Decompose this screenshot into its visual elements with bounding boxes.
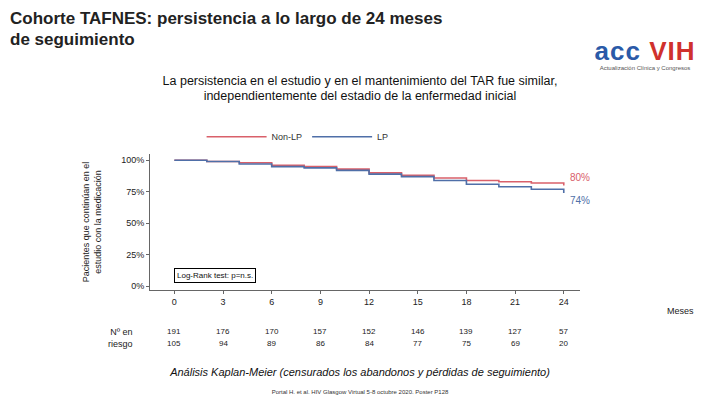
svg-text:170: 170 <box>265 327 279 336</box>
svg-text:86: 86 <box>316 339 325 348</box>
svg-text:3: 3 <box>221 297 226 307</box>
svg-text:9: 9 <box>318 297 323 307</box>
svg-text:74%: 74% <box>570 195 590 206</box>
html-text:acc VIH: acc VIH <box>594 36 696 66</box>
svg-text:84: 84 <box>365 339 374 348</box>
svg-text:Log-Rank test: p=n.s.: Log-Rank test: p=n.s. <box>177 271 253 280</box>
svg-text:146: 146 <box>411 327 425 336</box>
svg-text:0: 0 <box>172 297 177 307</box>
svg-text:80%: 80% <box>570 172 590 183</box>
html-text:Actualización Clínica y Congre: Actualización Clínica y Congresos <box>599 65 691 71</box>
svg-text:77: 77 <box>413 339 422 348</box>
svg-text:Nº enriesgo: Nº enriesgo <box>108 327 133 349</box>
html-text:de seguimiento: de seguimiento <box>10 30 135 49</box>
svg-text:157: 157 <box>313 327 327 336</box>
svg-text:24: 24 <box>559 297 569 307</box>
svg-text:94: 94 <box>219 339 228 348</box>
svg-text:12: 12 <box>364 297 374 307</box>
html-text:Portal H. et al. HIV Glasgow V: Portal H. et al. HIV Glasgow Virtual 5-8… <box>271 389 449 395</box>
svg-text:176: 176 <box>216 327 230 336</box>
svg-text:191: 191 <box>167 327 181 336</box>
svg-text:100%: 100% <box>121 155 144 165</box>
svg-text:6: 6 <box>269 297 274 307</box>
html-text:Análisis Kaplan-Meier (censura: Análisis Kaplan-Meier (censurados los ab… <box>170 366 550 378</box>
svg-text:21: 21 <box>510 297 520 307</box>
svg-text:0%: 0% <box>131 281 144 291</box>
svg-text:20: 20 <box>559 339 568 348</box>
svg-text:57: 57 <box>559 327 568 336</box>
svg-text:75%: 75% <box>126 187 144 197</box>
svg-text:18: 18 <box>461 297 471 307</box>
svg-text:105: 105 <box>167 339 181 348</box>
svg-text:25%: 25% <box>126 250 144 260</box>
svg-text:127: 127 <box>508 327 522 336</box>
html-text:La persistencia en el estudio: La persistencia en el estudio y en el ma… <box>162 74 558 88</box>
svg-text:139: 139 <box>459 327 473 336</box>
html-text:Cohorte TAFNES: persistencia a: Cohorte TAFNES: persistencia a lo largo … <box>10 9 443 28</box>
svg-text:69: 69 <box>511 339 520 348</box>
svg-text:75: 75 <box>462 339 471 348</box>
svg-text:152: 152 <box>362 327 376 336</box>
svg-text:Meses: Meses <box>667 306 694 316</box>
svg-text:Non-LP: Non-LP <box>272 132 303 142</box>
svg-text:89: 89 <box>267 339 276 348</box>
html-text:independientemente del estadio: independientemente del estadio de la enf… <box>203 89 517 103</box>
svg-text:Pacientes que continúan en ele: Pacientes que continúan en elestudio con… <box>81 162 103 283</box>
svg-text:15: 15 <box>413 297 423 307</box>
svg-text:50%: 50% <box>126 218 144 228</box>
svg-text:LP: LP <box>377 132 388 142</box>
